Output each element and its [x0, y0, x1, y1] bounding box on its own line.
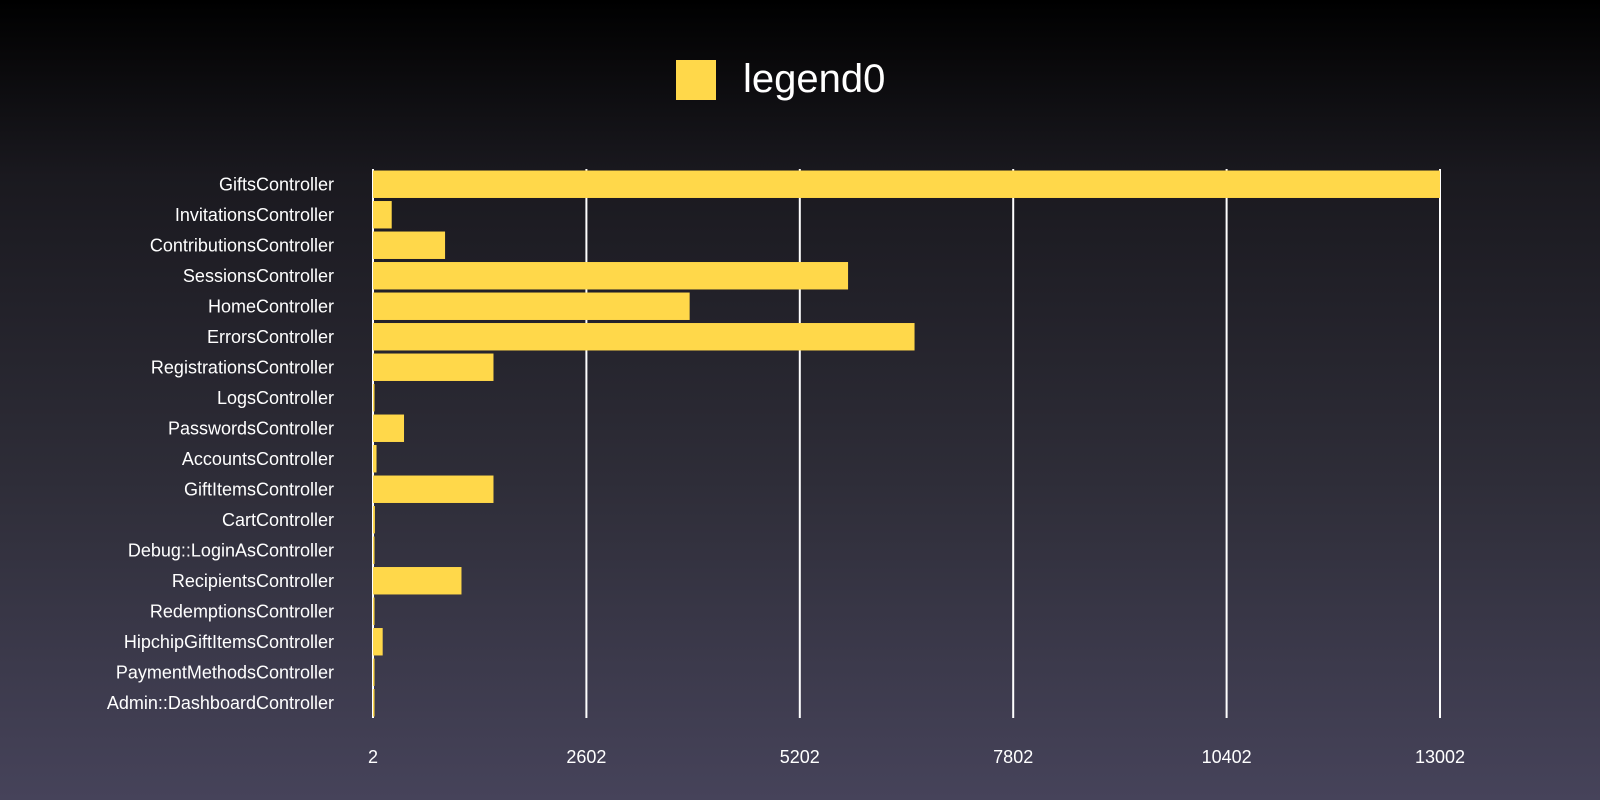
- category-label: GiftItemsController: [184, 479, 334, 499]
- category-label: Debug::LoginAsController: [128, 540, 334, 560]
- bar: [373, 445, 377, 473]
- gridlines: [372, 169, 1441, 718]
- bar: [373, 536, 375, 564]
- legend-swatch: [676, 60, 716, 100]
- category-label: SessionsController: [183, 266, 334, 286]
- bar: [373, 414, 405, 442]
- x-tick-labels: 2 2602 5202 7802 10402 13002: [368, 747, 1465, 767]
- legend-entry-label: legend0: [743, 57, 885, 101]
- category-label: HipchipGiftItemsController: [124, 632, 334, 652]
- bar: [373, 201, 392, 229]
- bar: [373, 323, 915, 351]
- x-tick-label: 10402: [1202, 747, 1252, 767]
- x-tick-label: 7802: [993, 747, 1033, 767]
- category-label: HomeController: [208, 296, 334, 316]
- x-tick-label: 2602: [566, 747, 606, 767]
- category-label: RedemptionsController: [150, 601, 334, 621]
- bar: [373, 384, 375, 412]
- bar: [373, 353, 494, 381]
- category-label: RecipientsController: [172, 571, 334, 591]
- category-label: GiftsController: [219, 174, 334, 194]
- x-tick-label: 13002: [1415, 747, 1465, 767]
- x-tick-label: 2: [368, 747, 378, 767]
- category-label: PaymentMethodsController: [116, 662, 334, 682]
- bar: [373, 567, 462, 595]
- category-label: AccountsController: [182, 449, 334, 469]
- x-tick-label: 5202: [780, 747, 820, 767]
- category-label: RegistrationsController: [151, 357, 334, 377]
- category-label: LogsController: [217, 388, 334, 408]
- bar: [373, 475, 494, 503]
- category-label: Admin::DashboardController: [107, 693, 334, 713]
- bar: [373, 628, 383, 656]
- bar: [373, 292, 690, 320]
- category-label: PasswordsController: [168, 418, 334, 438]
- bar: [373, 506, 375, 534]
- bar: [373, 689, 375, 717]
- legend: legend0: [676, 57, 885, 101]
- category-labels: GiftsController InvitationsController Cont…: [107, 174, 334, 713]
- bar: [373, 658, 375, 686]
- bar: [373, 597, 375, 625]
- category-label: InvitationsController: [175, 205, 334, 225]
- bar: [373, 262, 849, 290]
- category-label: CartController: [222, 510, 334, 530]
- bar: [373, 231, 446, 259]
- bars: [373, 170, 1440, 717]
- bar: [373, 170, 1440, 198]
- category-label: ErrorsController: [207, 327, 334, 347]
- category-label: ContributionsController: [150, 235, 334, 255]
